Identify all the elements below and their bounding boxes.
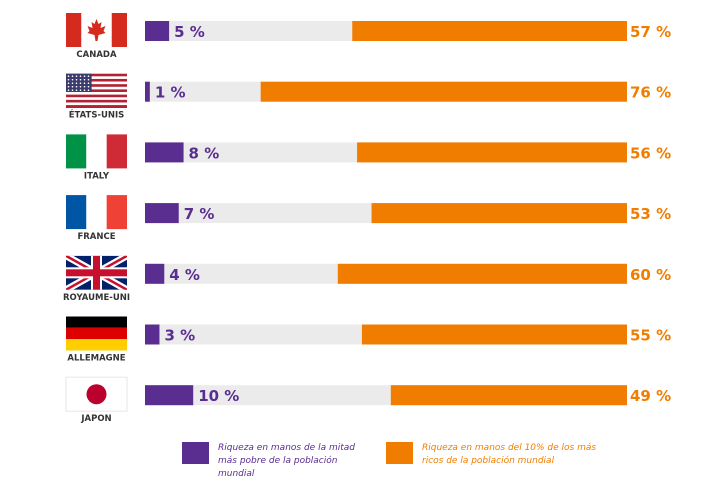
canada-flag-icon [66, 13, 127, 47]
japan-flag-icon [65, 376, 128, 412]
poor-value-label: 4 % [169, 266, 200, 284]
bar-poor [145, 324, 160, 345]
country-label: ITALY [84, 171, 110, 181]
bar-poor [145, 203, 179, 224]
rich-value-label: 55 % [630, 327, 671, 345]
legend-swatch-poor [182, 442, 209, 464]
bar-row: ROYAUME-UNI 4 % 60 % [63, 255, 671, 303]
poor-value-label: 8 % [189, 144, 220, 162]
uk-flag-icon [66, 255, 127, 290]
country-label: JAPON [80, 414, 111, 424]
country-label: ÉTATS-UNIS [69, 109, 125, 121]
rich-value-label: 60 % [630, 266, 671, 284]
legend-item-poor: Riqueza en manos de la mitad más pobre d… [182, 442, 388, 481]
poor-value-label: 3 % [164, 327, 195, 345]
country-label: ALLEMAGNE [67, 354, 125, 364]
country-label: CANADA [76, 50, 117, 60]
poor-value-label: 1 % [155, 84, 186, 102]
legend-label-rich: Riqueza en manos del 10% de los más rico… [422, 443, 597, 466]
bar-poor [145, 81, 150, 102]
rich-value-label: 76 % [630, 84, 671, 102]
bar-poor [145, 142, 184, 163]
germany-flag-icon [66, 316, 127, 351]
country-label: ROYAUME-UNI [63, 293, 130, 303]
rich-value-label: 57 % [630, 23, 671, 41]
bar-poor [145, 21, 170, 41]
bar-rich [390, 385, 627, 406]
bar-poor [145, 263, 165, 284]
country-label: FRANCE [77, 232, 115, 242]
bar-row: JAPON 10 % 49 % [65, 376, 671, 424]
rich-value-label: 53 % [630, 205, 671, 223]
bar-poor [145, 385, 194, 406]
italy-flag-icon [66, 134, 127, 169]
bar-rich [260, 81, 627, 102]
bar-rich [361, 324, 627, 345]
legend-swatch-rich [386, 442, 413, 464]
legend-label-poor: Riqueza en manos de la mitad más pobre d… [218, 443, 355, 479]
bar-row: CANADA 5 % 57 % [66, 13, 671, 60]
poor-value-label: 10 % [198, 387, 239, 405]
bar-rich [337, 263, 627, 284]
bar-row: FRANCE 7 % 53 % [66, 195, 671, 242]
rich-value-label: 49 % [630, 387, 671, 405]
legend-item-rich: Riqueza en manos del 10% de los más rico… [386, 442, 622, 468]
poor-value-label: 7 % [184, 205, 215, 223]
bar-row: ALLEMAGNE 3 % 55 % [66, 316, 671, 364]
bar-row: ÉTATS-UNIS 1 % 76 % [66, 73, 671, 121]
bar-row: ITALY 8 % 56 % [66, 134, 671, 181]
bar-rich [371, 203, 627, 224]
usa-flag-icon [66, 73, 127, 108]
bar-rich [352, 21, 627, 41]
poor-value-label: 5 % [174, 23, 205, 41]
rich-value-label: 56 % [630, 144, 671, 162]
bar-rich [357, 142, 627, 163]
france-flag-icon [66, 195, 127, 230]
